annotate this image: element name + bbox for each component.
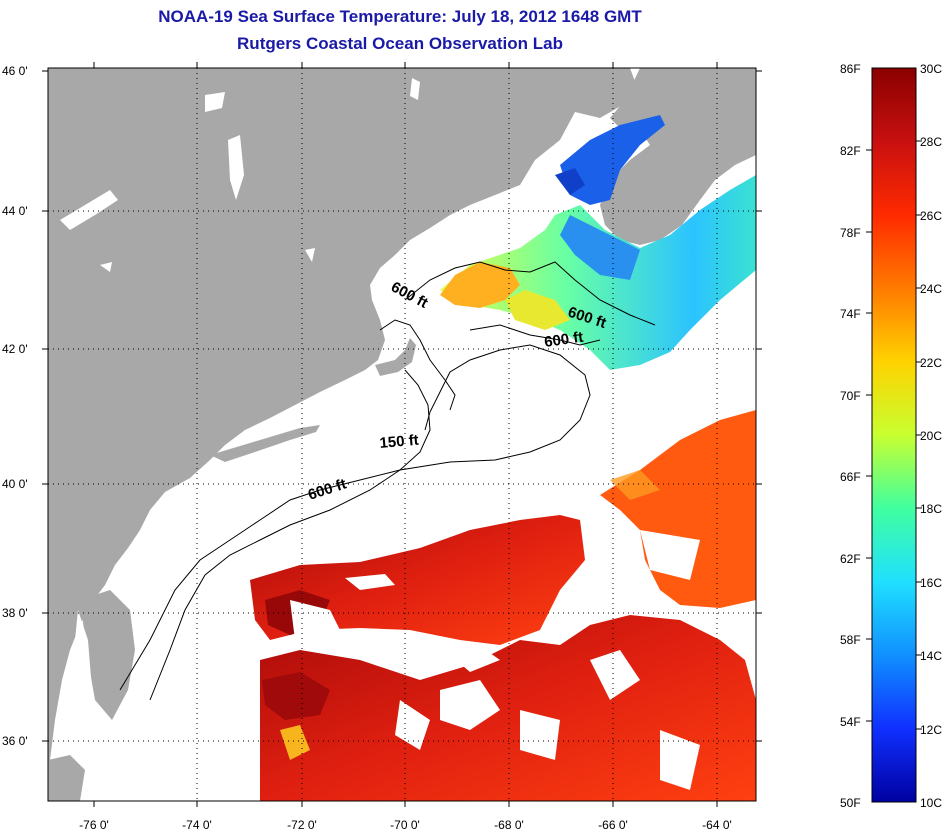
contour-label-150ft: 150 ft: [379, 432, 420, 452]
land-cape-cod: [375, 338, 416, 376]
inland-lakes: [60, 78, 420, 530]
cb-c-22: 22C: [920, 356, 942, 370]
map-subtitle: Rutgers Coastal Ocean Observation Lab: [237, 34, 563, 53]
lon-label-72: -72 0': [287, 818, 317, 832]
lat-label-46: 46 0': [2, 64, 28, 78]
lon-label-74: -74 0': [182, 818, 212, 832]
land-maritimes: [600, 68, 756, 245]
map-frame: [47, 67, 757, 802]
contour-label-600ft-3: 600 ft: [543, 329, 584, 351]
sst-orange-streak: [610, 470, 660, 500]
cb-c-26: 26C: [920, 209, 942, 223]
cb-c-24: 24C: [920, 282, 942, 296]
lon-label-68: -68 0': [494, 818, 524, 832]
cb-c-28: 28C: [920, 135, 942, 149]
map-title: NOAA-19 Sea Surface Temperature: July 18…: [158, 7, 642, 26]
sst-orange-coastal: [440, 262, 520, 308]
lat-label-40: 40 0': [2, 477, 28, 491]
cb-f-58: 58F: [840, 633, 861, 647]
cb-f-86: 86F: [840, 62, 861, 76]
contour-georges-bank: [469, 324, 601, 346]
cb-c-10: 10C: [920, 796, 942, 810]
cb-f-70: 70F: [840, 389, 861, 403]
lon-label-76: -76 0': [79, 818, 109, 832]
contour-inner: [379, 319, 456, 411]
contour-600ft-shelf: [119, 344, 591, 691]
cb-c-18: 18C: [920, 502, 942, 516]
cb-c-30: 30C: [920, 62, 942, 76]
lon-label-66: -66 0': [598, 818, 628, 832]
lat-label-38: 38 0': [2, 606, 28, 620]
cb-c-20: 20C: [920, 429, 942, 443]
lat-label-36: 36 0': [2, 734, 28, 748]
contour-gulf-maine: [404, 261, 656, 326]
sst-dark-red-south: [262, 672, 330, 720]
contour-150ft: [149, 369, 431, 701]
sst-cold-blue-patch: [560, 215, 640, 280]
cb-f-82: 82F: [840, 144, 861, 158]
land-long-island: [210, 425, 320, 462]
cb-f-78: 78F: [840, 226, 861, 240]
lon-label-64: -64 0': [702, 818, 732, 832]
cb-c-16: 16C: [920, 576, 942, 590]
axis-ticks: [42, 62, 762, 807]
colorbar: [871, 67, 917, 803]
cloud-gaps: [290, 530, 700, 790]
cb-f-54: 54F: [840, 715, 861, 729]
lon-label-70: -70 0': [390, 818, 420, 832]
lat-label-44: 44 0': [2, 204, 28, 218]
land-mass-us: [48, 68, 640, 801]
cb-f-66: 66F: [840, 470, 861, 484]
grid-lines: [48, 68, 756, 801]
sst-yellow-coastal: [505, 290, 570, 330]
colorbar-ticks: [866, 140, 922, 730]
cb-f-74: 74F: [840, 307, 861, 321]
map-area: 600 ft 600 ft 600 ft 150 ft 600 ft: [48, 68, 756, 801]
bathymetry-contours: [119, 261, 656, 701]
cb-c-14: 14C: [920, 649, 942, 663]
sst-gulf-stream-south: [260, 615, 756, 801]
cb-c-12: 12C: [920, 723, 942, 737]
sst-bay-of-fundy: [560, 115, 665, 205]
lat-label-42: 42 0': [2, 342, 28, 356]
sst-deep-blue-core: [555, 168, 585, 195]
chesapeake-bay: [74, 610, 100, 760]
cb-f-62: 62F: [840, 552, 861, 566]
land-outer-banks: [48, 755, 85, 801]
cb-f-50: 50F: [840, 796, 861, 810]
